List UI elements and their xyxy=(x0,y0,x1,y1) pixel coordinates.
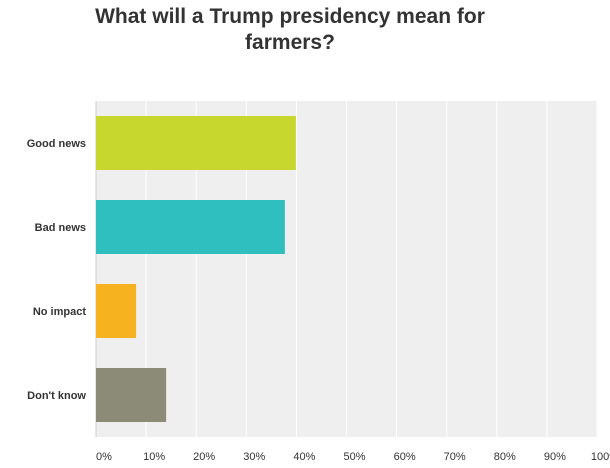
x-tick-label: 80% xyxy=(494,451,516,463)
x-tick-labels: 0% 10% 20% 30% 40% 50% 60% 70% 80% 90% 100% xyxy=(96,451,610,463)
category-labels: Good news Bad news No impact Don't know xyxy=(27,138,87,402)
x-tick-label: 10% xyxy=(143,451,165,463)
x-tick-label: 100% xyxy=(591,451,610,463)
bars xyxy=(96,116,296,422)
category-label: Bad news xyxy=(35,222,86,234)
x-tick-label: 70% xyxy=(444,451,466,463)
chart-title: What will a Trump presidency mean for fa… xyxy=(95,5,485,54)
x-tick-label: 50% xyxy=(343,451,365,463)
x-tick-label: 60% xyxy=(394,451,416,463)
category-label: Don't know xyxy=(27,390,86,402)
gridlines xyxy=(95,101,598,437)
bar-don-t-know xyxy=(96,368,167,422)
category-label: Good news xyxy=(27,138,86,150)
bar-good-news xyxy=(96,116,296,170)
x-tick-label: 20% xyxy=(193,451,215,463)
x-tick-label: 40% xyxy=(293,451,315,463)
x-tick-label: 0% xyxy=(96,451,112,463)
bar-bad-news xyxy=(96,200,285,254)
bar-no-impact xyxy=(96,284,137,338)
x-tick-label: 90% xyxy=(544,451,566,463)
category-label: No impact xyxy=(33,306,87,318)
x-tick-label: 30% xyxy=(243,451,265,463)
